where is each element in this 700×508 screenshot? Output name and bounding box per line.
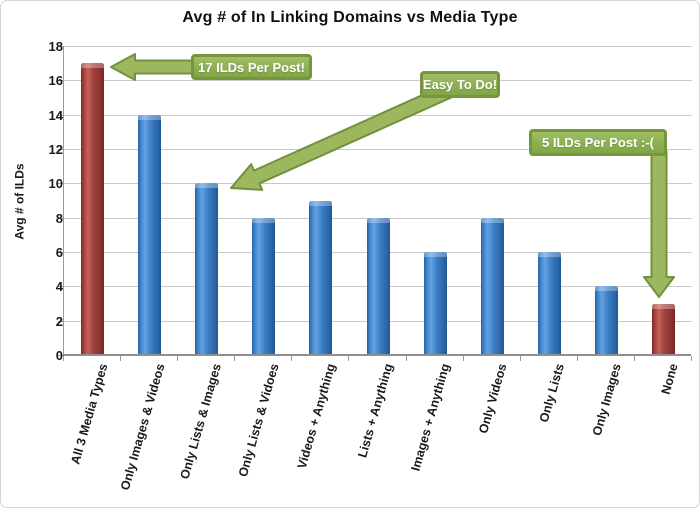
bar-only-lists-images bbox=[195, 183, 219, 355]
y-axis-tick bbox=[58, 46, 63, 47]
x-axis-tick bbox=[120, 356, 122, 361]
x-axis-tick bbox=[291, 356, 293, 361]
bar-only-images-videos bbox=[138, 114, 162, 355]
bar-videos-anything bbox=[309, 200, 333, 355]
y-axis-tick bbox=[58, 252, 63, 253]
bar-only-lists-vidoes bbox=[252, 217, 276, 355]
y-tick-label: 14 bbox=[48, 107, 63, 123]
y-axis-tick bbox=[58, 80, 63, 82]
x-axis-tick bbox=[519, 356, 521, 361]
bar-only-videos bbox=[480, 217, 504, 355]
x-axis-tick bbox=[691, 356, 692, 361]
x-axis-tick bbox=[63, 356, 64, 361]
x-axis-tick bbox=[405, 356, 407, 361]
chart-title: Avg # of In Linking Domains vs Media Typ… bbox=[182, 9, 518, 26]
y-axis-tick bbox=[58, 355, 63, 356]
bar-images-anything bbox=[423, 252, 447, 355]
x-axis-tick bbox=[462, 356, 464, 361]
x-axis-tick bbox=[633, 356, 635, 361]
x-axis-tick bbox=[576, 356, 578, 361]
y-axis-tick bbox=[58, 183, 63, 185]
bar-none bbox=[651, 303, 675, 355]
x-axis-tick bbox=[234, 356, 236, 361]
y-axis-tick bbox=[58, 217, 63, 219]
callout-5-ilds-per-post: 5 ILDs Per Post :-( bbox=[529, 129, 667, 156]
y-axis-tick bbox=[58, 320, 63, 322]
arrow-left-icon bbox=[110, 53, 198, 81]
y-tick-label: 6 bbox=[55, 245, 63, 260]
x-axis-tick bbox=[348, 356, 350, 361]
gridline bbox=[64, 80, 692, 82]
y-tick-label: 10 bbox=[48, 176, 63, 192]
y-tick-label: 16 bbox=[48, 73, 63, 89]
y-axis-tick bbox=[58, 286, 63, 288]
y-axis-tick bbox=[58, 114, 63, 116]
gridline bbox=[64, 46, 692, 47]
y-tick-label: 8 bbox=[55, 210, 63, 226]
bar-lists-anything bbox=[366, 217, 390, 355]
x-axis-line bbox=[63, 354, 691, 356]
y-tick-label: 18 bbox=[48, 39, 63, 54]
arrow-down-left-icon bbox=[230, 81, 457, 191]
bar-all-3-media-types bbox=[81, 63, 105, 355]
plot-area bbox=[58, 46, 692, 356]
y-tick-label: 0 bbox=[55, 348, 63, 363]
callout-17-ilds-per-post: 17 ILDs Per Post! bbox=[191, 54, 312, 80]
y-tick-label: 12 bbox=[48, 142, 63, 157]
bar-only-lists bbox=[537, 252, 561, 355]
y-tick-label: 2 bbox=[55, 313, 63, 329]
gridline bbox=[64, 183, 692, 185]
y-axis-tick bbox=[58, 149, 63, 150]
y-tick-label: 4 bbox=[55, 279, 63, 295]
callout-easy-to-do: Easy To Do! bbox=[420, 71, 500, 98]
x-axis-tick bbox=[177, 356, 179, 361]
bar-only-images bbox=[594, 286, 618, 355]
gridline bbox=[64, 149, 692, 150]
arrow-down-icon bbox=[643, 150, 675, 298]
